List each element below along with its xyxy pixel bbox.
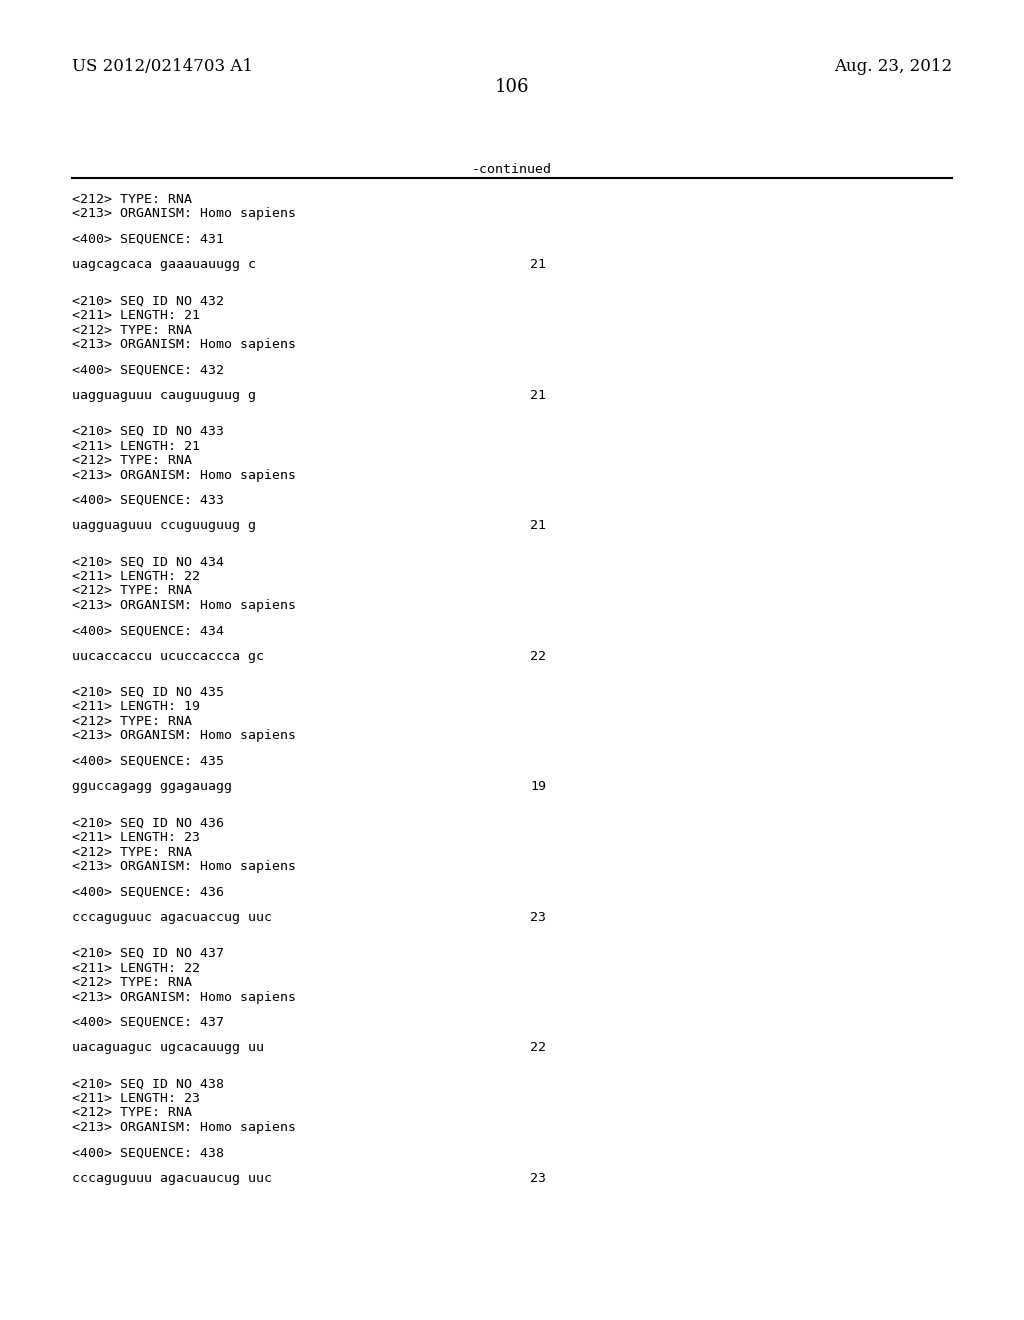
Text: uagcagcaca gaaauauugg c: uagcagcaca gaaauauugg c xyxy=(72,259,256,271)
Text: 21: 21 xyxy=(530,389,546,401)
Text: uacaguaguc ugcacauugg uu: uacaguaguc ugcacauugg uu xyxy=(72,1041,264,1055)
Text: <400> SEQUENCE: 432: <400> SEQUENCE: 432 xyxy=(72,363,224,376)
Text: <211> LENGTH: 23: <211> LENGTH: 23 xyxy=(72,832,200,843)
Text: 19: 19 xyxy=(530,780,546,793)
Text: <211> LENGTH: 22: <211> LENGTH: 22 xyxy=(72,570,200,583)
Text: <211> LENGTH: 19: <211> LENGTH: 19 xyxy=(72,701,200,714)
Text: <211> LENGTH: 21: <211> LENGTH: 21 xyxy=(72,440,200,453)
Text: <210> SEQ ID NO 435: <210> SEQ ID NO 435 xyxy=(72,686,224,700)
Text: <213> ORGANISM: Homo sapiens: <213> ORGANISM: Homo sapiens xyxy=(72,338,296,351)
Text: <212> TYPE: RNA: <212> TYPE: RNA xyxy=(72,846,193,858)
Text: <400> SEQUENCE: 433: <400> SEQUENCE: 433 xyxy=(72,494,224,507)
Text: US 2012/0214703 A1: US 2012/0214703 A1 xyxy=(72,58,253,75)
Text: <400> SEQUENCE: 434: <400> SEQUENCE: 434 xyxy=(72,624,224,638)
Text: 23: 23 xyxy=(530,911,546,924)
Text: <210> SEQ ID NO 432: <210> SEQ ID NO 432 xyxy=(72,294,224,308)
Text: gguccagagg ggagauagg: gguccagagg ggagauagg xyxy=(72,780,232,793)
Text: <212> TYPE: RNA: <212> TYPE: RNA xyxy=(72,715,193,729)
Text: <210> SEQ ID NO 436: <210> SEQ ID NO 436 xyxy=(72,817,224,829)
Text: <213> ORGANISM: Homo sapiens: <213> ORGANISM: Homo sapiens xyxy=(72,990,296,1003)
Text: <211> LENGTH: 21: <211> LENGTH: 21 xyxy=(72,309,200,322)
Text: 106: 106 xyxy=(495,78,529,96)
Text: 21: 21 xyxy=(530,259,546,271)
Text: <400> SEQUENCE: 436: <400> SEQUENCE: 436 xyxy=(72,886,224,899)
Text: <400> SEQUENCE: 438: <400> SEQUENCE: 438 xyxy=(72,1146,224,1159)
Text: <213> ORGANISM: Homo sapiens: <213> ORGANISM: Homo sapiens xyxy=(72,207,296,220)
Text: <211> LENGTH: 23: <211> LENGTH: 23 xyxy=(72,1092,200,1105)
Text: <212> TYPE: RNA: <212> TYPE: RNA xyxy=(72,323,193,337)
Text: <212> TYPE: RNA: <212> TYPE: RNA xyxy=(72,454,193,467)
Text: uagguaguuu ccuguuguug g: uagguaguuu ccuguuguug g xyxy=(72,519,256,532)
Text: <212> TYPE: RNA: <212> TYPE: RNA xyxy=(72,193,193,206)
Text: <210> SEQ ID NO 438: <210> SEQ ID NO 438 xyxy=(72,1077,224,1090)
Text: <213> ORGANISM: Homo sapiens: <213> ORGANISM: Homo sapiens xyxy=(72,861,296,873)
Text: uucaccaccu ucuccaccca gc: uucaccaccu ucuccaccca gc xyxy=(72,649,264,663)
Text: uagguaguuu cauguuguug g: uagguaguuu cauguuguug g xyxy=(72,389,256,401)
Text: cccaguguuc agacuaccug uuc: cccaguguuc agacuaccug uuc xyxy=(72,911,272,924)
Text: <210> SEQ ID NO 434: <210> SEQ ID NO 434 xyxy=(72,556,224,569)
Text: <213> ORGANISM: Homo sapiens: <213> ORGANISM: Homo sapiens xyxy=(72,730,296,742)
Text: cccaguguuu agacuaucug uuc: cccaguguuu agacuaucug uuc xyxy=(72,1172,272,1185)
Text: Aug. 23, 2012: Aug. 23, 2012 xyxy=(834,58,952,75)
Text: <210> SEQ ID NO 437: <210> SEQ ID NO 437 xyxy=(72,946,224,960)
Text: 22: 22 xyxy=(530,1041,546,1055)
Text: <212> TYPE: RNA: <212> TYPE: RNA xyxy=(72,975,193,989)
Text: 22: 22 xyxy=(530,649,546,663)
Text: <211> LENGTH: 22: <211> LENGTH: 22 xyxy=(72,961,200,974)
Text: 21: 21 xyxy=(530,519,546,532)
Text: <400> SEQUENCE: 435: <400> SEQUENCE: 435 xyxy=(72,755,224,768)
Text: <212> TYPE: RNA: <212> TYPE: RNA xyxy=(72,585,193,598)
Text: <212> TYPE: RNA: <212> TYPE: RNA xyxy=(72,1106,193,1119)
Text: <210> SEQ ID NO 433: <210> SEQ ID NO 433 xyxy=(72,425,224,438)
Text: <213> ORGANISM: Homo sapiens: <213> ORGANISM: Homo sapiens xyxy=(72,599,296,612)
Text: <213> ORGANISM: Homo sapiens: <213> ORGANISM: Homo sapiens xyxy=(72,1121,296,1134)
Text: -continued: -continued xyxy=(472,162,552,176)
Text: <400> SEQUENCE: 437: <400> SEQUENCE: 437 xyxy=(72,1016,224,1028)
Text: <400> SEQUENCE: 431: <400> SEQUENCE: 431 xyxy=(72,232,224,246)
Text: <213> ORGANISM: Homo sapiens: <213> ORGANISM: Homo sapiens xyxy=(72,469,296,482)
Text: 23: 23 xyxy=(530,1172,546,1185)
